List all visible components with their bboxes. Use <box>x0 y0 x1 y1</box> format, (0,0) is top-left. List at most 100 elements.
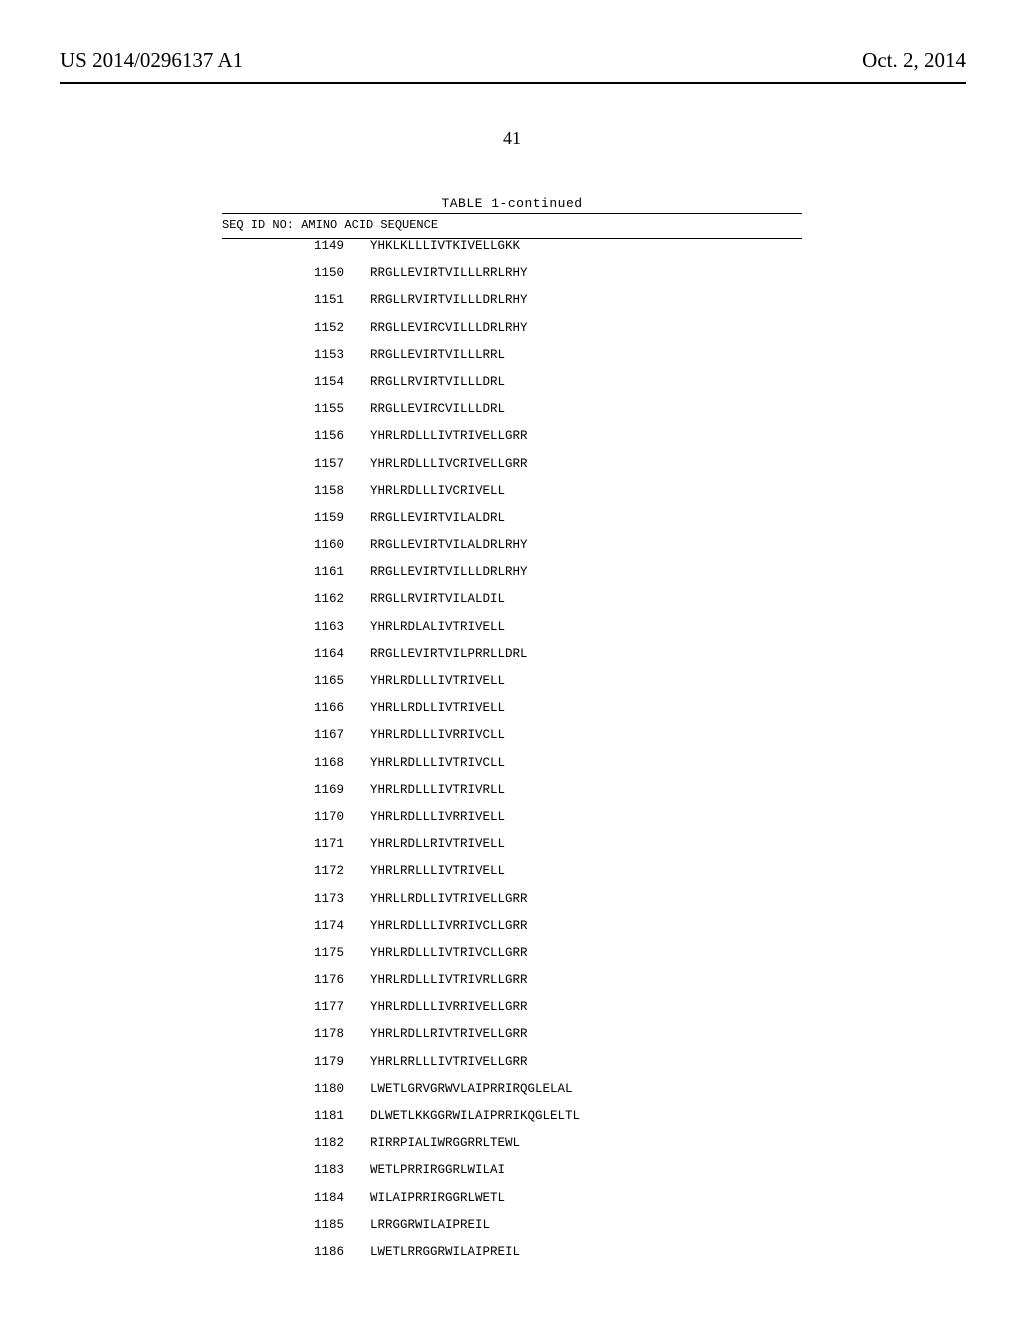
seq-id-cell: 1155 <box>222 402 370 429</box>
table-row: 1160RRGLLEVIRTVILALDRLRHY <box>222 538 580 565</box>
seq-value-cell: RRGLLEVIRTVILLLRRL <box>370 348 580 375</box>
seq-id-cell: 1150 <box>222 266 370 293</box>
seq-value-cell: YHRLRDLLLIVTRIVCLL <box>370 756 580 783</box>
seq-value-cell: WILAIPRRIRGGRLWETL <box>370 1191 580 1218</box>
seq-id-cell: 1157 <box>222 457 370 484</box>
header-rule <box>60 82 966 84</box>
seq-id-cell: 1163 <box>222 620 370 647</box>
seq-value-cell: YHRLRRLLLIVTRIVELL <box>370 864 580 891</box>
seq-id-cell: 1166 <box>222 701 370 728</box>
seq-value-cell: RRGLLEVIRTVILLLDRLRHY <box>370 565 580 592</box>
seq-id-cell: 1184 <box>222 1191 370 1218</box>
seq-value-cell: RRGLLEVIRCVILLLDRL <box>370 402 580 429</box>
seq-id-cell: 1156 <box>222 429 370 456</box>
seq-value-cell: RRGLLEVIRTVILALDRLRHY <box>370 538 580 565</box>
table-row: 1152RRGLLEVIRCVILLLDRLRHY <box>222 321 580 348</box>
seq-id-cell: 1183 <box>222 1163 370 1190</box>
seq-value-cell: RRGLLEVIRTVILLLRRLRHY <box>370 266 580 293</box>
seq-id-cell: 1167 <box>222 728 370 755</box>
seq-id-cell: 1152 <box>222 321 370 348</box>
table-row: 1170YHRLRDLLLIVRRIVELL <box>222 810 580 837</box>
seq-id-cell: 1168 <box>222 756 370 783</box>
seq-id-cell: 1171 <box>222 837 370 864</box>
publication-date: Oct. 2, 2014 <box>862 48 966 73</box>
table-row: 1178YHRLRDLLRIVTRIVELLGRR <box>222 1027 580 1054</box>
seq-id-cell: 1175 <box>222 946 370 973</box>
seq-value-cell: WETLPRRIRGGRLWILAI <box>370 1163 580 1190</box>
seq-id-cell: 1179 <box>222 1055 370 1082</box>
seq-id-cell: 1186 <box>222 1245 370 1272</box>
table-row: 1162RRGLLRVIRTVILALDIL <box>222 592 580 619</box>
seq-value-cell: YHRLRDLLLIVCRIVELLGRR <box>370 457 580 484</box>
seq-id-cell: 1154 <box>222 375 370 402</box>
table-row: 1180LWETLGRVGRWVLAIPRRIRQGLELAL <box>222 1082 580 1109</box>
seq-id-cell: 1169 <box>222 783 370 810</box>
seq-value-cell: YHKLKLLLIVTKIVELLGKK <box>370 239 580 266</box>
sequence-table-body: 1149YHKLKLLLIVTKIVELLGKK1150RRGLLEVIRTVI… <box>222 239 580 1272</box>
seq-id-cell: 1159 <box>222 511 370 538</box>
page-header: US 2014/0296137 A1 Oct. 2, 2014 <box>0 48 1024 73</box>
seq-value-cell: YHRLRDLLLIVRRIVCLL <box>370 728 580 755</box>
sequence-table-wrap: TABLE 1-continued SEQ ID NO: AMINO ACID … <box>222 196 802 1272</box>
table-row: 1151RRGLLRVIRTVILLLDRLRHY <box>222 293 580 320</box>
table-row: 1153RRGLLEVIRTVILLLRRL <box>222 348 580 375</box>
seq-id-cell: 1177 <box>222 1000 370 1027</box>
table-row: 1168YHRLRDLLLIVTRIVCLL <box>222 756 580 783</box>
seq-value-cell: YHRLRDLALIVTRIVELL <box>370 620 580 647</box>
table-row: 1177YHRLRDLLLIVRRIVELLGRR <box>222 1000 580 1027</box>
seq-id-cell: 1151 <box>222 293 370 320</box>
table-row: 1164RRGLLEVIRTVILPRRLLDRL <box>222 647 580 674</box>
seq-value-cell: RRGLLRVIRTVILLLDRLRHY <box>370 293 580 320</box>
seq-id-cell: 1153 <box>222 348 370 375</box>
seq-value-cell: YHRLLRDLLIVTRIVELLGRR <box>370 892 580 919</box>
seq-id-cell: 1174 <box>222 919 370 946</box>
table-row: 1169YHRLRDLLLIVTRIVRLL <box>222 783 580 810</box>
seq-id-cell: 1178 <box>222 1027 370 1054</box>
seq-value-cell: YHRLRDLLLIVTRIVRLLGRR <box>370 973 580 1000</box>
table-row: 1173YHRLLRDLLIVTRIVELLGRR <box>222 892 580 919</box>
page-number: 41 <box>0 128 1024 149</box>
seq-id-cell: 1182 <box>222 1136 370 1163</box>
seq-id-cell: 1185 <box>222 1218 370 1245</box>
table-row: 1149YHKLKLLLIVTKIVELLGKK <box>222 239 580 266</box>
seq-value-cell: YHRLRDLLLIVTRIVRLL <box>370 783 580 810</box>
seq-id-cell: 1170 <box>222 810 370 837</box>
seq-id-cell: 1173 <box>222 892 370 919</box>
seq-value-cell: RRGLLRVIRTVILALDIL <box>370 592 580 619</box>
table-row: 1174YHRLRDLLLIVRRIVCLLGRR <box>222 919 580 946</box>
table-row: 1181DLWETLKKGGRWILAIPRRIKQGLELTL <box>222 1109 580 1136</box>
seq-id-cell: 1172 <box>222 864 370 891</box>
seq-id-cell: 1160 <box>222 538 370 565</box>
seq-value-cell: YHRLRDLLLIVTRIVCLLGRR <box>370 946 580 973</box>
table-row: 1158YHRLRDLLLIVCRIVELL <box>222 484 580 511</box>
table-caption: TABLE 1-continued <box>222 196 802 211</box>
table-column-header: SEQ ID NO: AMINO ACID SEQUENCE <box>222 214 802 234</box>
seq-value-cell: LWETLGRVGRWVLAIPRRIRQGLELAL <box>370 1082 580 1109</box>
seq-value-cell: YHRLRDLLLIVRRIVCLLGRR <box>370 919 580 946</box>
seq-value-cell: YHRLRRLLLIVTRIVELLGRR <box>370 1055 580 1082</box>
seq-value-cell: YHRLRDLLRIVTRIVELLGRR <box>370 1027 580 1054</box>
page: US 2014/0296137 A1 Oct. 2, 2014 41 TABLE… <box>0 0 1024 1320</box>
seq-value-cell: RRGLLEVIRTVILALDRL <box>370 511 580 538</box>
table-row: 1172YHRLRRLLLIVTRIVELL <box>222 864 580 891</box>
sequence-table: 1149YHKLKLLLIVTKIVELLGKK1150RRGLLEVIRTVI… <box>222 239 580 1272</box>
table-row: 1186LWETLRRGGRWILAIPREIL <box>222 1245 580 1272</box>
table-row: 1157YHRLRDLLLIVCRIVELLGRR <box>222 457 580 484</box>
seq-value-cell: YHRLLRDLLIVTRIVELL <box>370 701 580 728</box>
seq-value-cell: RRGLLEVIRTVILPRRLLDRL <box>370 647 580 674</box>
seq-value-cell: YHRLRDLLLIVRRIVELLGRR <box>370 1000 580 1027</box>
seq-id-cell: 1180 <box>222 1082 370 1109</box>
table-row: 1176YHRLRDLLLIVTRIVRLLGRR <box>222 973 580 1000</box>
seq-value-cell: RIRRPIALIWRGGRRLTEWL <box>370 1136 580 1163</box>
table-row: 1155RRGLLEVIRCVILLLDRL <box>222 402 580 429</box>
table-row: 1154RRGLLRVIRTVILLLDRL <box>222 375 580 402</box>
seq-value-cell: YHRLRDLLRIVTRIVELL <box>370 837 580 864</box>
seq-value-cell: YHRLRDLLLIVRRIVELL <box>370 810 580 837</box>
table-row: 1171YHRLRDLLRIVTRIVELL <box>222 837 580 864</box>
seq-id-cell: 1165 <box>222 674 370 701</box>
table-row: 1182RIRRPIALIWRGGRRLTEWL <box>222 1136 580 1163</box>
seq-id-cell: 1181 <box>222 1109 370 1136</box>
table-row: 1163YHRLRDLALIVTRIVELL <box>222 620 580 647</box>
seq-id-cell: 1161 <box>222 565 370 592</box>
seq-id-cell: 1158 <box>222 484 370 511</box>
